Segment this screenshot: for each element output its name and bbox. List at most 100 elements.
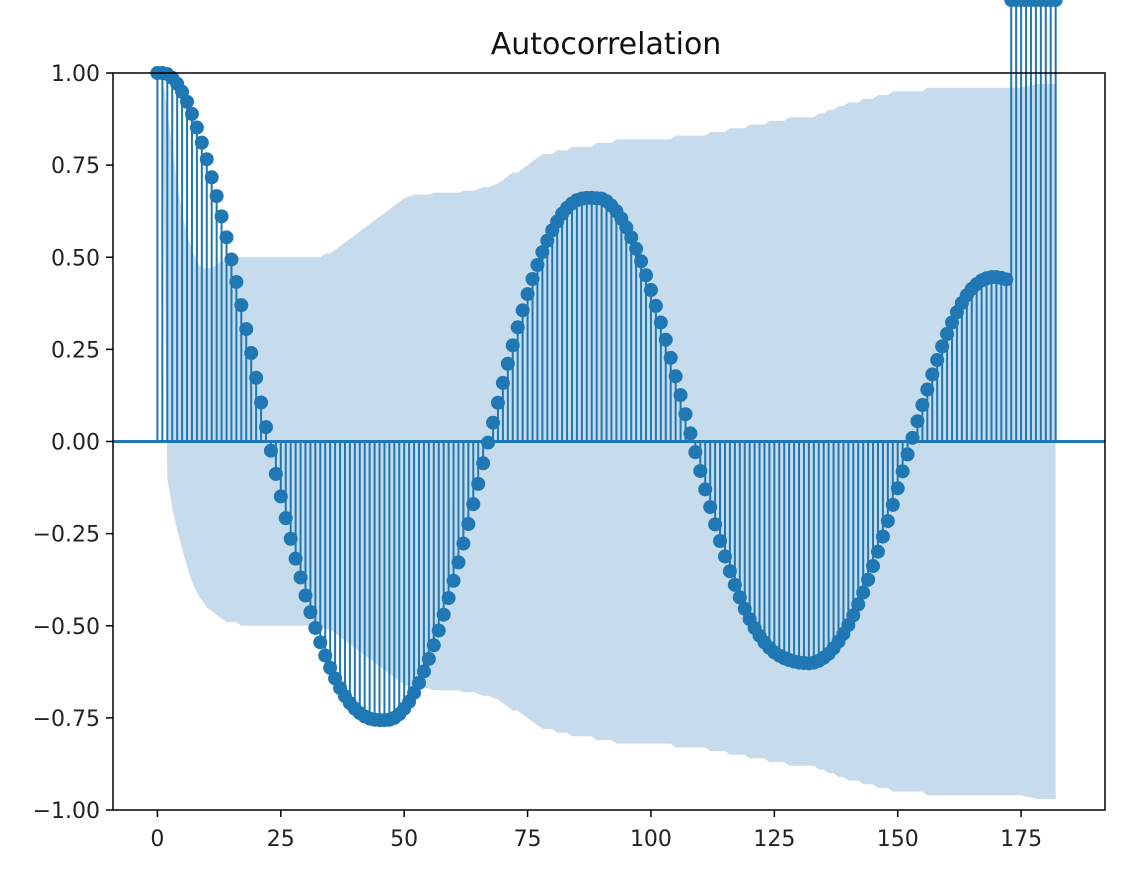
stem-marker — [283, 531, 298, 546]
stem-marker — [910, 414, 925, 429]
stem-marker — [624, 230, 639, 245]
stem-marker — [905, 430, 920, 445]
x-tick-label: 175 — [1000, 827, 1042, 852]
y-tick-label: −1.00 — [33, 799, 100, 824]
y-tick-label: 0.00 — [51, 431, 100, 456]
stem-marker — [500, 356, 515, 371]
stem-marker — [648, 298, 663, 313]
stem-marker — [411, 675, 426, 690]
stem-marker — [900, 447, 915, 462]
stem-marker — [318, 648, 333, 663]
stem-marker — [313, 635, 328, 650]
stem-marker — [925, 367, 940, 382]
stem-marker — [1048, 0, 1063, 7]
stem-marker — [920, 382, 935, 397]
stem-marker — [219, 230, 234, 245]
y-axis-ticks: 1.00 0.75 0.50 0.25 0.00 −0.25 −0.50 −0.75 −1.00 — [33, 62, 113, 824]
stem-marker — [663, 350, 678, 365]
stem-marker — [688, 445, 703, 460]
stem-marker — [214, 209, 229, 224]
stem-marker — [249, 370, 264, 385]
y-tick-label: −0.50 — [33, 615, 100, 640]
stem-marker — [254, 395, 269, 410]
stem-marker — [639, 268, 654, 283]
y-tick-label: −0.75 — [33, 707, 100, 732]
stem-marker — [698, 482, 713, 497]
y-tick-label: 0.75 — [51, 154, 100, 179]
stem-marker — [298, 588, 313, 603]
y-tick-label: 1.00 — [51, 62, 100, 87]
stem-marker — [683, 426, 698, 441]
stem-marker — [870, 544, 885, 559]
stem-marker — [940, 326, 955, 341]
stem-marker — [520, 287, 535, 302]
stem-marker — [204, 170, 219, 185]
x-tick-label: 0 — [150, 827, 164, 852]
y-tick-label: 0.25 — [51, 338, 100, 363]
stem-marker — [278, 511, 293, 526]
stem-marker — [885, 497, 900, 512]
stem-marker — [456, 536, 471, 551]
stem-marker — [727, 577, 742, 592]
stem-marker — [436, 607, 451, 622]
stem-marker — [180, 94, 195, 109]
stem-marker — [481, 435, 496, 450]
stem-marker — [717, 549, 732, 564]
stem-marker — [535, 245, 550, 260]
stem-marker — [673, 388, 688, 403]
stem-marker — [708, 517, 723, 532]
x-tick-label: 75 — [514, 827, 542, 852]
stem-marker — [668, 369, 683, 384]
stem-marker — [658, 332, 673, 347]
stem-marker — [288, 551, 303, 566]
stem-marker — [915, 398, 930, 413]
stem-marker — [880, 514, 895, 529]
stem-marker — [653, 315, 668, 330]
stem-marker — [229, 274, 244, 289]
stem-marker — [273, 489, 288, 504]
stem-marker — [476, 456, 491, 471]
stem-marker — [693, 463, 708, 478]
stem-marker — [634, 254, 649, 269]
stem-marker — [678, 407, 693, 422]
stem-marker — [895, 464, 910, 479]
markers-layer — [150, 0, 1063, 728]
stem-marker — [856, 585, 871, 600]
stem-marker — [510, 320, 525, 335]
stem-marker — [209, 189, 224, 204]
stem-marker — [199, 152, 214, 167]
stem-marker — [194, 135, 209, 150]
stem-marker — [471, 476, 486, 491]
stem-marker — [629, 241, 644, 256]
stem-marker — [643, 283, 658, 298]
stem-marker — [861, 572, 876, 587]
stem-marker — [189, 120, 204, 135]
stem-marker — [224, 252, 239, 267]
stem-marker — [234, 298, 249, 313]
y-tick-label: −0.25 — [33, 523, 100, 548]
stem-marker — [466, 497, 481, 512]
stem-marker — [426, 638, 441, 653]
stem-marker — [323, 660, 338, 675]
stem-marker — [515, 303, 530, 318]
stem-marker — [851, 597, 866, 612]
stem-marker — [258, 420, 273, 435]
stem-marker — [490, 395, 505, 410]
x-tick-label: 25 — [267, 827, 295, 852]
stem-marker — [303, 605, 318, 620]
x-tick-label: 125 — [753, 827, 795, 852]
stem-marker — [530, 257, 545, 272]
y-tick-label: 0.50 — [51, 246, 100, 271]
stem-marker — [999, 272, 1014, 287]
x-tick-label: 150 — [877, 827, 919, 852]
stem-marker — [293, 570, 308, 585]
stem-marker — [461, 517, 476, 532]
stem-marker — [935, 339, 950, 354]
stem-marker — [866, 559, 881, 574]
x-axis-ticks: 0 25 50 75 100 125 150 175 — [150, 810, 1042, 852]
stem-marker — [263, 443, 278, 458]
stem-marker — [525, 271, 540, 286]
chart-title: Autocorrelation — [491, 27, 722, 62]
stem-marker — [244, 346, 259, 361]
